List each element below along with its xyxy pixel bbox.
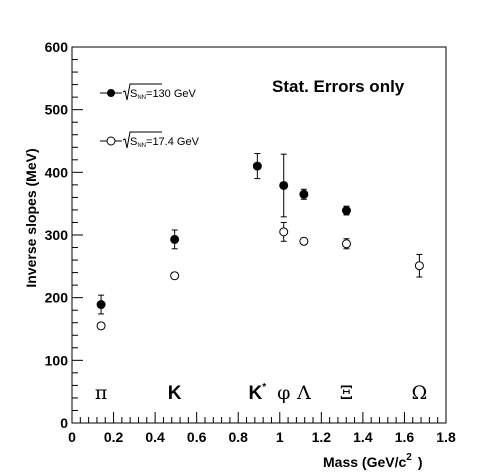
data-point-filled (341, 206, 351, 216)
particle-labels: π K K* φ Λ Ξ Ω (95, 382, 427, 404)
legend-130-marker (107, 89, 115, 97)
x-axis-title: Mass (GeV/c2) (323, 452, 423, 470)
data-point-open (96, 321, 106, 331)
data-point-filled (279, 180, 289, 190)
x-axis-title-sup: 2 (406, 452, 412, 463)
y-tick-label: 400 (45, 164, 69, 180)
y-tick-label: 600 (45, 39, 69, 55)
legend-130-sqrt (122, 83, 162, 101)
x-tick-label: 1 (276, 429, 284, 445)
stat-errors-annotation: Stat. Errors only (272, 77, 405, 96)
x-tick-label: 0.8 (228, 429, 248, 445)
particle-label: K (168, 383, 182, 404)
data-point-filled (170, 234, 180, 244)
x-tick-labels: 0 0.2 0.4 0.6 0.8 1 1.2 1.4 1.6 1.8 (68, 429, 456, 445)
data-point-filled (96, 300, 106, 310)
legend: SNN=130 GeV SNN=17.4 GeV (100, 83, 200, 149)
legend-174-marker (106, 136, 116, 146)
data-point-open (414, 261, 424, 271)
data-point-open (279, 227, 289, 237)
data-point-open (341, 239, 351, 249)
x-tick-label: 0.2 (104, 429, 124, 445)
data-point-open (299, 236, 309, 246)
x-axis-title-main: Mass (GeV/c (323, 454, 406, 470)
legend-174-sqrt (122, 131, 162, 149)
plot-frame (71, 46, 447, 424)
series-open (96, 221, 424, 331)
x-tick-label: 0.4 (145, 429, 165, 445)
particle-label: K* (249, 382, 267, 404)
data-point-filled (299, 189, 309, 199)
data-series (96, 153, 424, 331)
y-tick-label: 200 (45, 290, 69, 306)
y-tick-labels: 0 100 200 300 400 500 600 (45, 39, 69, 431)
data-point-open (170, 271, 180, 281)
x-tick-label: 0 (68, 429, 76, 445)
x-tick-label: 0.6 (187, 429, 207, 445)
y-tick-label: 500 (45, 102, 69, 118)
legend-174-label: SNN=17.4 GeV (130, 136, 200, 149)
particle-label: π (95, 382, 108, 404)
legend-130-label: SNN=130 GeV (130, 88, 197, 101)
y-axis-title: Inverse slopes (MeV) (23, 148, 39, 287)
particle-label: Ξ (340, 382, 353, 404)
x-axis-title-end: ) (418, 454, 423, 470)
particle-label: φ (277, 382, 290, 404)
y-tick-label: 300 (45, 227, 69, 243)
series-filled (96, 153, 351, 315)
x-tick-label: 1.6 (395, 429, 415, 445)
x-tick-label: 1.4 (353, 429, 373, 445)
y-tick-label: 0 (60, 415, 68, 431)
x-tick-label: 1.8 (436, 429, 456, 445)
particle-label: Λ (296, 382, 311, 404)
particle-label: Ω (412, 382, 428, 404)
y-tick-label: 100 (45, 352, 69, 368)
x-tick-label: 1.2 (312, 429, 332, 445)
axis-ticks (71, 46, 447, 424)
data-point-filled (252, 161, 262, 171)
